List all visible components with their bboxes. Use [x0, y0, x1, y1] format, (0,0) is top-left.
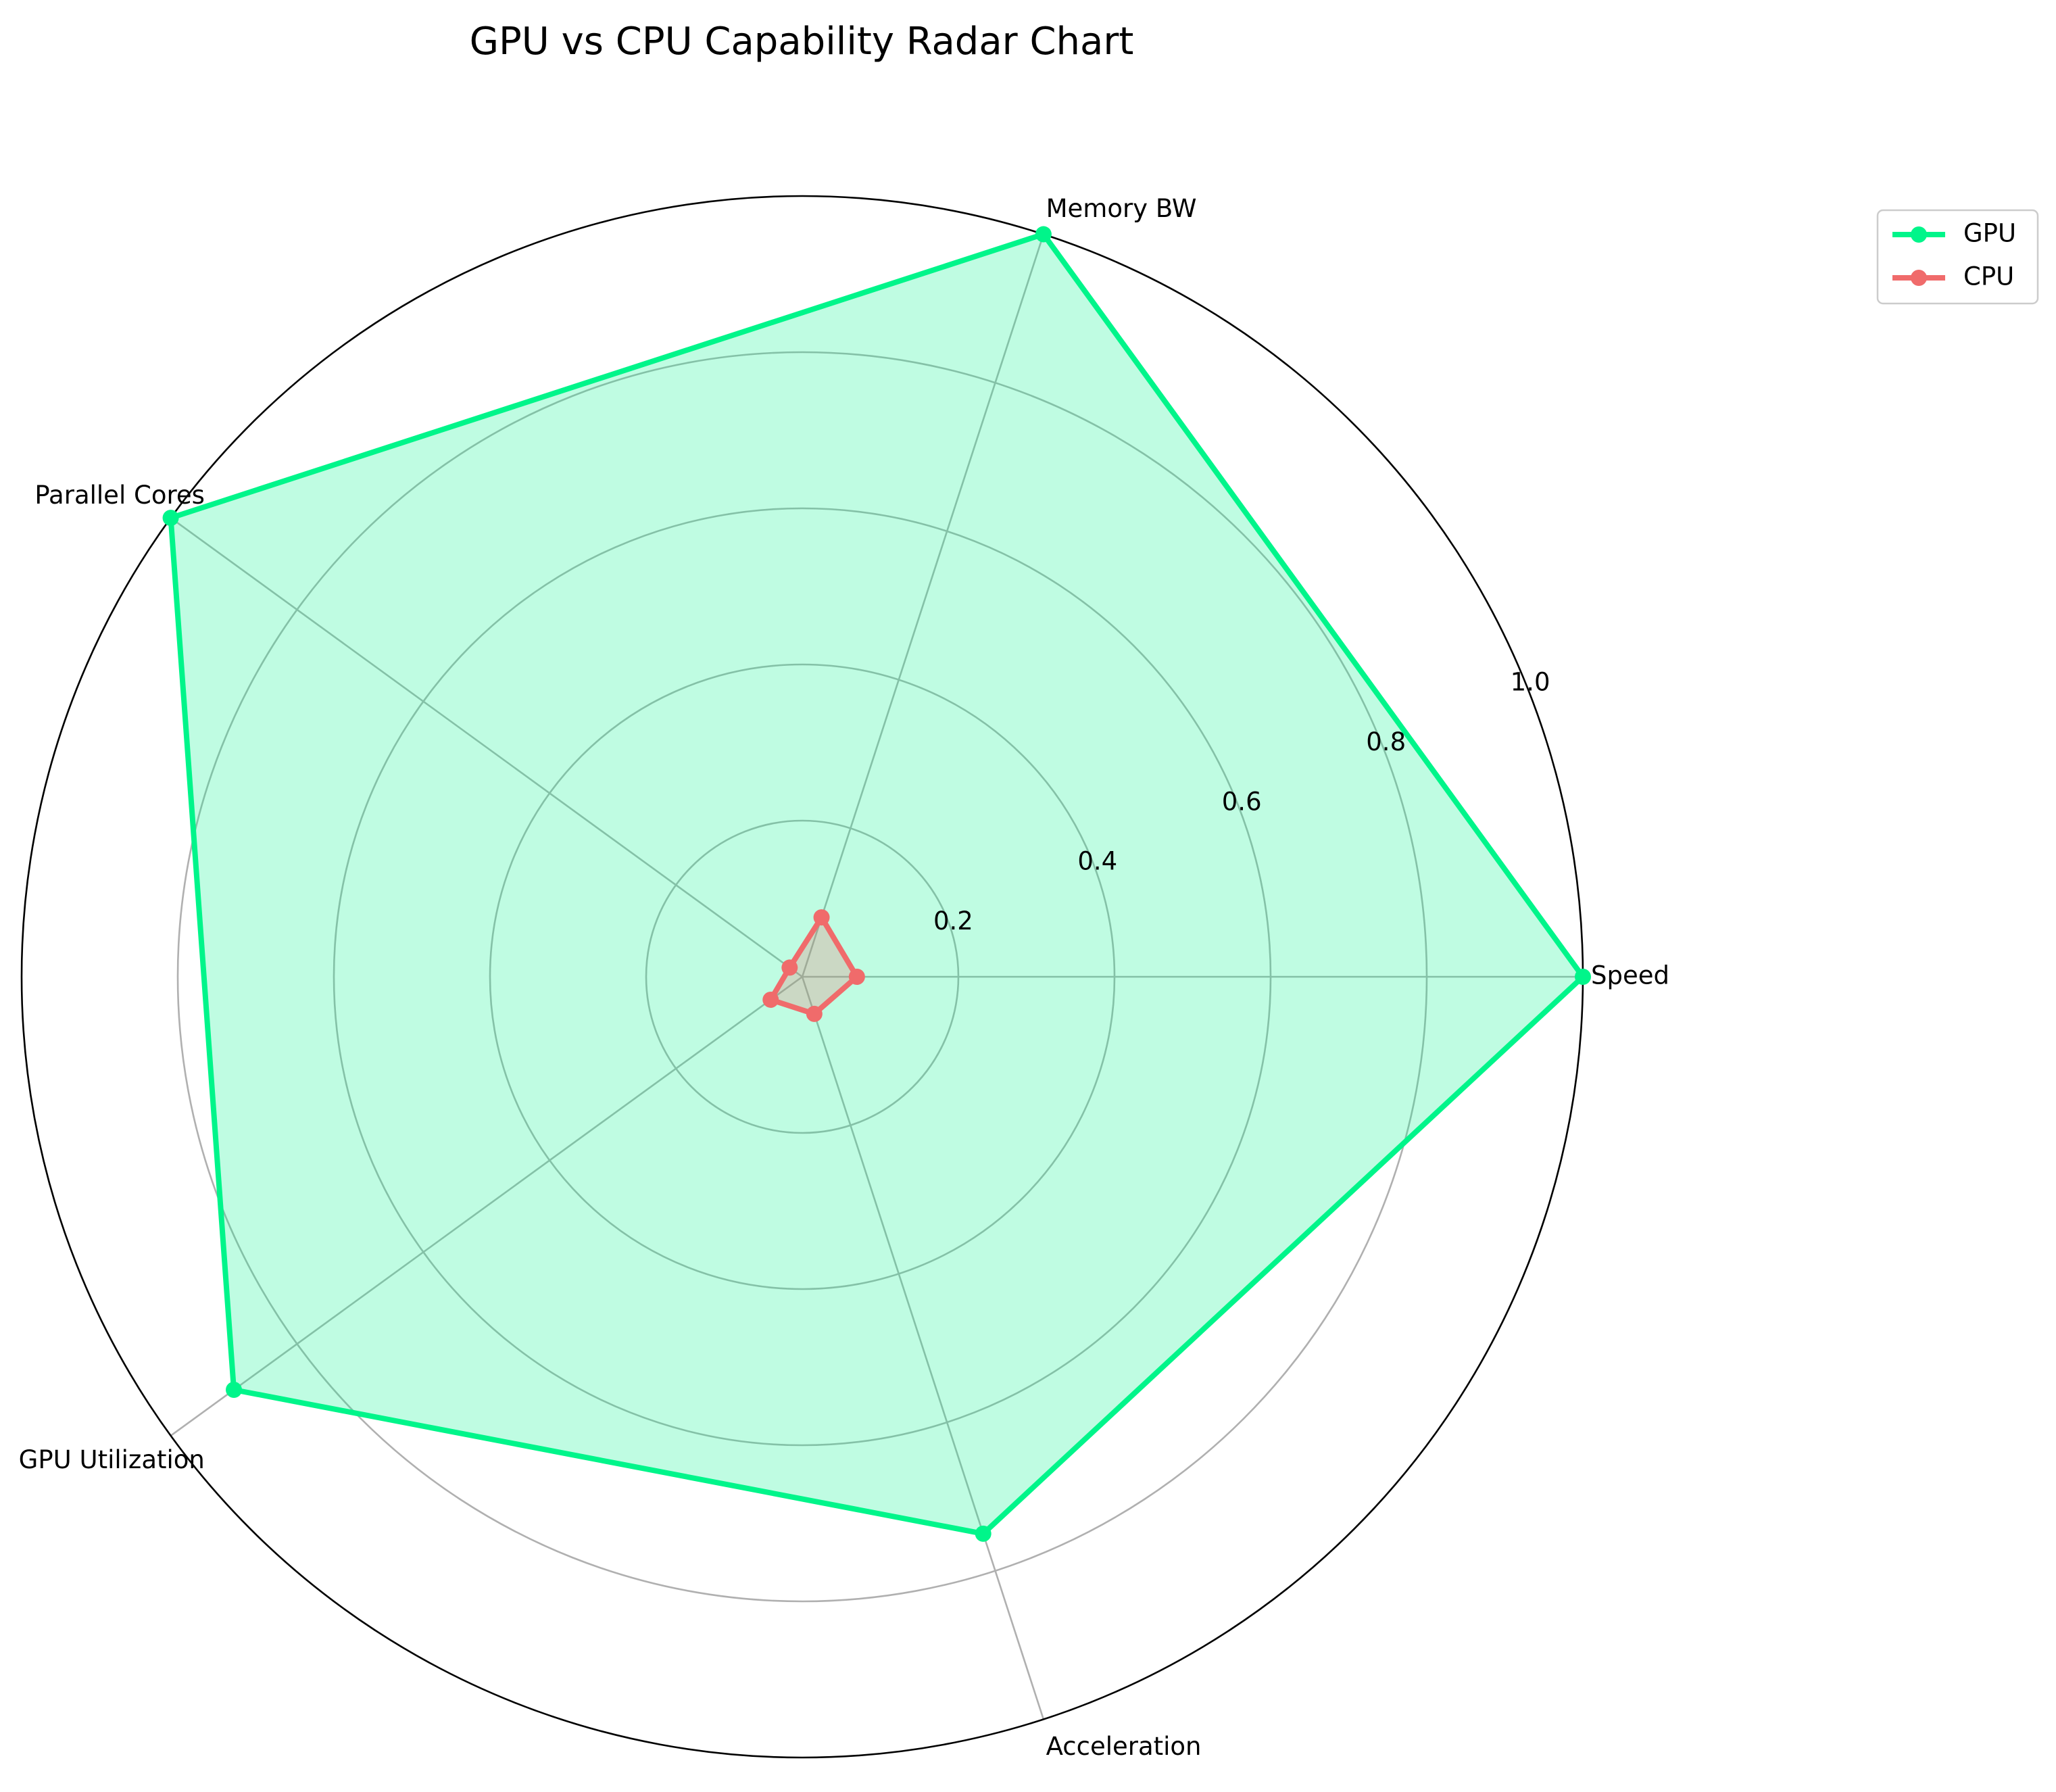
series-0-point-4 [975, 1525, 992, 1542]
series-layer [162, 226, 1591, 1542]
series-1-point-4 [806, 1005, 823, 1022]
series-1-point-3 [762, 991, 779, 1008]
chart-title: GPU vs CPU Capability Radar Chart [470, 20, 1134, 64]
series-1-point-1 [813, 909, 830, 926]
axis-label-2: Parallel Cores [34, 481, 204, 510]
series-0-point-3 [226, 1382, 243, 1399]
legend-marker-0 [1911, 226, 1927, 243]
r-tick-label-0: 0.2 [933, 906, 973, 936]
grid-layer [20, 195, 1584, 1759]
legend-label-0: GPU [1963, 219, 2016, 248]
spoke-3 [170, 975, 803, 1436]
label-layer: Speed Memory BW Parallel Cores GPU Utilizat… [19, 194, 1669, 1761]
r-tick-label-1: 0.4 [1077, 847, 1117, 876]
series-0-point-1 [1035, 226, 1052, 243]
axis-label-1: Memory BW [1046, 194, 1197, 223]
series-0-fill [170, 234, 1583, 1534]
spoke-4 [801, 976, 1045, 1720]
axis-label-4: Acceleration [1046, 1732, 1202, 1761]
axis-label-3: GPU Utilization [19, 1445, 205, 1474]
legend-label-1: CPU [1963, 262, 2014, 291]
r-tick-label-4: 1.0 [1511, 668, 1550, 697]
series-1-point-2 [781, 959, 798, 976]
r-tick-label-2: 0.6 [1222, 787, 1262, 816]
spoke-1 [801, 234, 1045, 977]
series-1-line [768, 915, 860, 1017]
series-0-point-2 [162, 510, 179, 527]
series-1-point-0 [848, 969, 865, 985]
axis-label-0: Speed [1591, 961, 1669, 990]
legend: GPU CPU [1876, 209, 2039, 305]
series-0-point-0 [1575, 969, 1591, 985]
series-0-line [168, 231, 1586, 1536]
r-tick-label-3: 0.8 [1366, 727, 1406, 756]
spoke-2 [170, 517, 803, 978]
legend-marker-1 [1911, 270, 1927, 286]
